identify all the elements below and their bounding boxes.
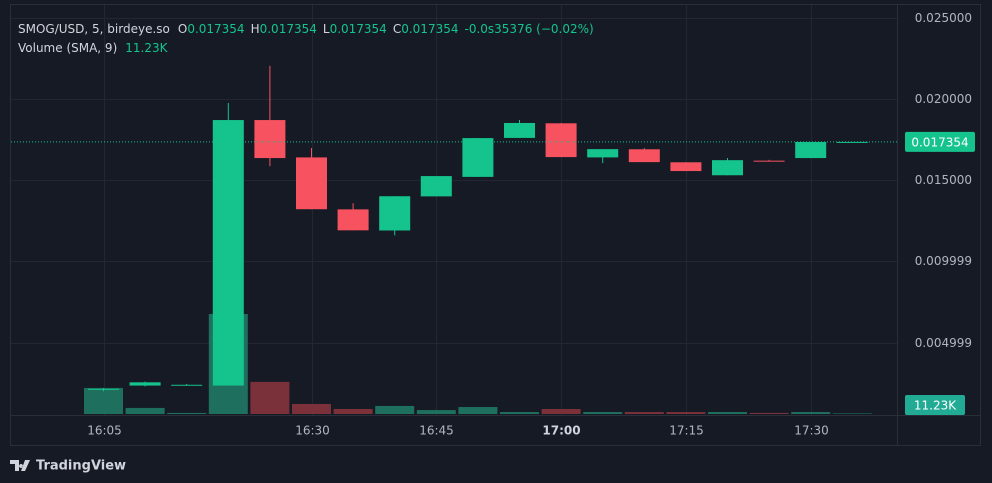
- candle-body: [753, 160, 785, 162]
- y-tick-label: 0.020000: [915, 92, 972, 106]
- candle-body: [836, 141, 868, 143]
- brand-name: TradingView: [36, 459, 126, 474]
- candle-body: [712, 160, 743, 176]
- ohlc-value: 0.017354: [401, 22, 458, 36]
- candle-body: [504, 122, 535, 138]
- volume-bar: [583, 412, 623, 414]
- ohlc-letter: O: [178, 22, 187, 36]
- change: -0.0s35376 (−0.02%): [464, 22, 593, 36]
- volume-bar: [708, 412, 747, 414]
- volume-bar: [666, 412, 706, 414]
- volume-name: Volume (SMA, 9): [18, 41, 117, 55]
- y-tick-label: 0.025000: [915, 11, 972, 25]
- candle-body: [587, 149, 619, 158]
- volume-bar: [541, 409, 581, 414]
- candle-body: [670, 162, 702, 172]
- candle-body: [545, 123, 577, 158]
- candle-body: [337, 209, 369, 231]
- x-tick-label: 17:15: [669, 424, 704, 438]
- x-tick-label: 17:30: [794, 424, 829, 438]
- y-tick-label: 0.004999: [915, 336, 972, 350]
- logo-icon: [10, 460, 30, 471]
- volume-bar: [250, 381, 290, 414]
- volume-bar: [458, 407, 498, 414]
- ohlc-letter: H: [251, 22, 260, 36]
- volume-bar: [125, 407, 165, 414]
- legend-title-line: SMOG/USD, 5, birdeye.so O0.017354 H0.01735…: [18, 22, 594, 36]
- candle-body: [379, 196, 411, 231]
- legend-volume-line: Volume (SMA, 9) 11.23K: [18, 41, 169, 55]
- y-tick-label: 0.015000: [915, 173, 972, 187]
- candle-body: [129, 382, 161, 386]
- volume-bar: [167, 412, 207, 414]
- volume-sma-value: 11.23K: [125, 41, 168, 55]
- ohlc-value: 0.017354: [330, 22, 387, 36]
- volume-bar: [333, 409, 373, 414]
- candle-body: [462, 138, 494, 177]
- candle-body: [88, 388, 119, 390]
- volume-bar: [832, 413, 872, 414]
- volume-bar: [500, 412, 539, 414]
- volume-sma-marker: 11.23K: [914, 399, 957, 413]
- candle-body: [420, 176, 452, 197]
- x-tick-label: 16:05: [87, 424, 122, 438]
- candle-body: [296, 157, 327, 210]
- ohlc-letter: L: [323, 22, 330, 36]
- last-price-label: 0.017354: [911, 135, 968, 149]
- last-price-box: [905, 131, 975, 152]
- candle-body: [795, 141, 827, 159]
- x-tick-label: 16:45: [419, 424, 454, 438]
- volume-bar: [375, 405, 415, 414]
- volume-bar: [84, 387, 123, 414]
- ohlc-value: 0.017354: [187, 22, 244, 36]
- volume-bar: [292, 404, 331, 414]
- volume-bar: [749, 412, 789, 414]
- chart-frame: [10, 4, 981, 446]
- branding[interactable]: TradingView: [10, 459, 126, 474]
- volume-bar: [624, 412, 664, 414]
- candle-body: [628, 149, 660, 163]
- volume-bar: [416, 410, 456, 414]
- ohlc-value: 0.017354: [260, 22, 317, 36]
- candle-body: [171, 384, 203, 386]
- volume-sma-box: [905, 395, 965, 415]
- volume-bar: [791, 412, 831, 414]
- y-tick-label: 0.009999: [915, 254, 972, 268]
- x-tick-label: 16:30: [295, 424, 330, 438]
- candle-body: [254, 120, 286, 159]
- ohlc-letter: C: [393, 22, 401, 36]
- candle-body: [212, 120, 244, 386]
- symbol: SMOG/USD, 5, birdeye.so: [18, 22, 170, 36]
- x-tick-label: 17:00: [542, 424, 580, 438]
